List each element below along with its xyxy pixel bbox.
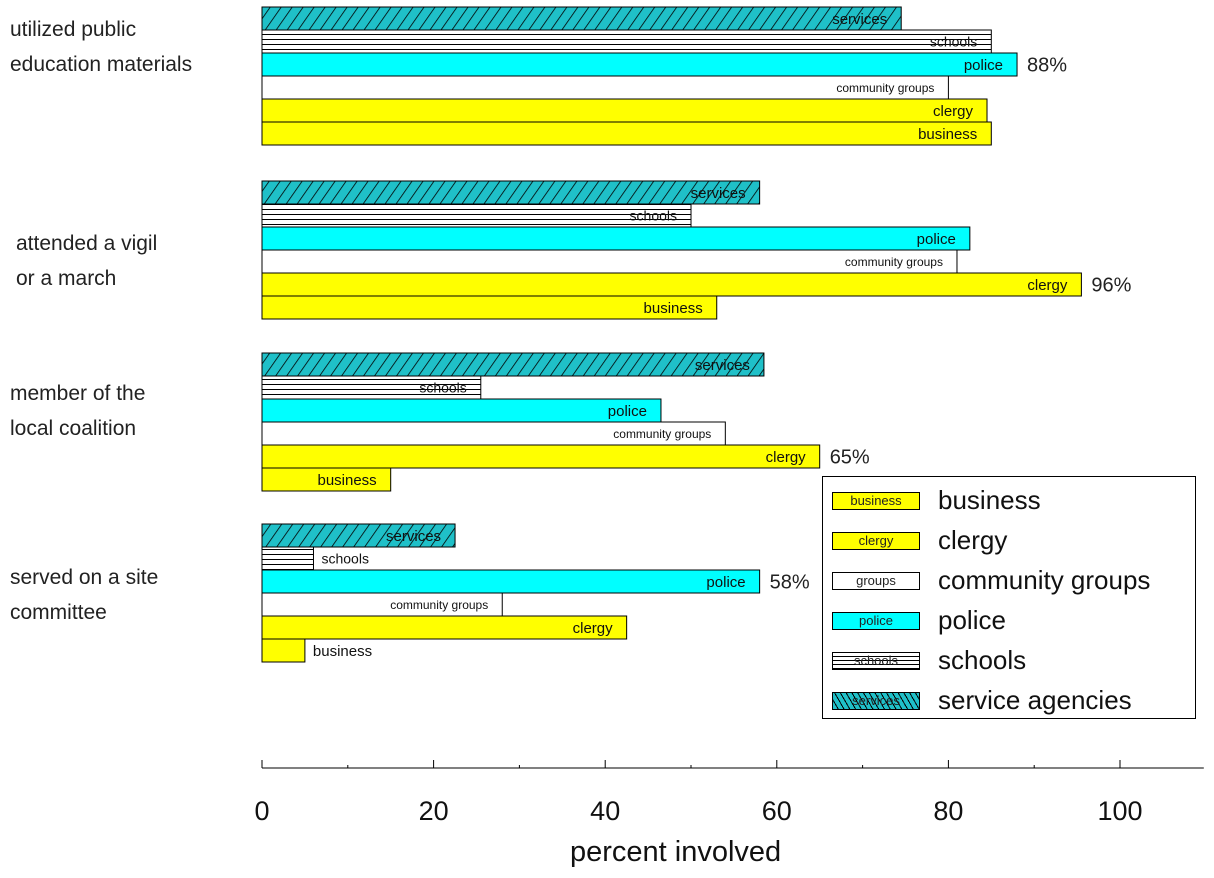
x-tick-label: 100 — [1097, 796, 1142, 826]
category-label-line: member of the — [10, 382, 146, 405]
category-label-line: attended a vigil — [16, 232, 158, 255]
bar-label: police — [608, 403, 647, 420]
bar-label: clergy — [573, 620, 614, 637]
bar-label: community groups — [836, 81, 934, 95]
x-axis: 0 20 40 60 80 100 — [254, 760, 1204, 826]
category-label-line: local coalition — [10, 417, 137, 440]
legend-label: business — [938, 485, 1041, 515]
bar-label: schools — [930, 34, 977, 50]
bar-label: police — [917, 231, 956, 248]
bar-services — [261, 6, 902, 31]
bar-label: business — [918, 126, 977, 143]
bar-police — [261, 52, 1018, 77]
bar-services — [261, 352, 765, 377]
category-label-3: served on a site committee — [10, 560, 250, 630]
legend-swatch: clergy — [832, 532, 920, 550]
percent-annotation: 88% — [1027, 55, 1067, 77]
category-label-line: or a march — [16, 267, 117, 290]
bar-label: community groups — [845, 255, 943, 269]
bar-label: services — [691, 185, 746, 202]
x-tick-label: 0 — [254, 796, 269, 826]
category-label-line: served on a site — [10, 566, 159, 589]
bar-business — [261, 295, 718, 320]
legend-label: police — [938, 605, 1006, 635]
legend-swatch: schools — [832, 652, 920, 670]
legend-label: clergy — [938, 525, 1008, 555]
bar-police — [261, 398, 662, 423]
bar-label: services — [695, 357, 750, 374]
category-label-line: committee — [10, 601, 107, 624]
percent-annotation: 65% — [830, 447, 870, 469]
x-axis-title: percent involved — [570, 836, 782, 868]
bar-label: services — [386, 528, 441, 545]
x-tick-label: 40 — [590, 796, 620, 826]
bar-business — [261, 638, 306, 663]
bars-layer: services schools police 88% community groups… — [261, 6, 1132, 663]
legend-label: service agencies — [938, 685, 1132, 715]
bar-label: schools — [321, 551, 368, 567]
percent-annotation: 58% — [770, 572, 810, 594]
bar-police — [261, 226, 971, 251]
legend-swatch: groups — [832, 572, 920, 590]
bar-police — [261, 569, 761, 594]
legend-label: schools — [938, 645, 1027, 675]
category-label-1: attended a vigil or a march — [16, 226, 256, 296]
bar-group: services schools police community groups cle… — [261, 352, 870, 492]
bar-label: community groups — [390, 598, 488, 612]
bar-label: clergy — [766, 449, 807, 466]
bar-services — [261, 180, 761, 205]
bar-group: services schools police 88% community groups… — [261, 6, 1067, 146]
bar-business — [261, 121, 992, 146]
bar-business — [261, 467, 392, 492]
bar-schools — [261, 203, 692, 228]
bar-label: police — [706, 574, 745, 591]
bar-services — [261, 523, 456, 548]
bar-group: services schools police community groups cle… — [261, 180, 1132, 320]
bar-clergy — [261, 272, 1082, 297]
category-label-2: member of the local coalition — [10, 376, 250, 446]
bar-schools — [261, 29, 992, 54]
bar-label: business — [644, 300, 703, 317]
bar-clergy — [261, 444, 821, 469]
bar-group: services schools police 58% community groups… — [261, 523, 810, 663]
legend-swatch: services — [832, 692, 920, 710]
legend-swatch: business — [832, 492, 920, 510]
category-label-line: utilized public — [10, 18, 137, 41]
bar-label: schools — [419, 380, 466, 396]
legend: business business clergy clergy groups c… — [822, 476, 1196, 719]
bar-label: clergy — [1027, 277, 1068, 294]
percent-annotation: 96% — [1091, 275, 1131, 297]
x-tick-label: 60 — [762, 796, 792, 826]
bar-label: police — [964, 57, 1003, 74]
bar-label: services — [832, 11, 887, 28]
x-tick-label: 20 — [419, 796, 449, 826]
category-label-line: education materials — [10, 53, 193, 76]
bar-label: community groups — [613, 427, 711, 441]
bar-label: clergy — [933, 103, 974, 120]
legend-label: community groups — [938, 565, 1151, 595]
x-tick-label: 80 — [933, 796, 963, 826]
bar-clergy — [261, 98, 988, 123]
category-label-0: utilized public education materials — [10, 12, 250, 82]
bar-clergy — [261, 615, 628, 640]
bar-label: schools — [630, 208, 677, 224]
bar-label: business — [317, 472, 376, 489]
bar-schools — [261, 546, 314, 571]
legend-swatch: police — [832, 612, 920, 630]
bar-label: business — [313, 643, 372, 660]
